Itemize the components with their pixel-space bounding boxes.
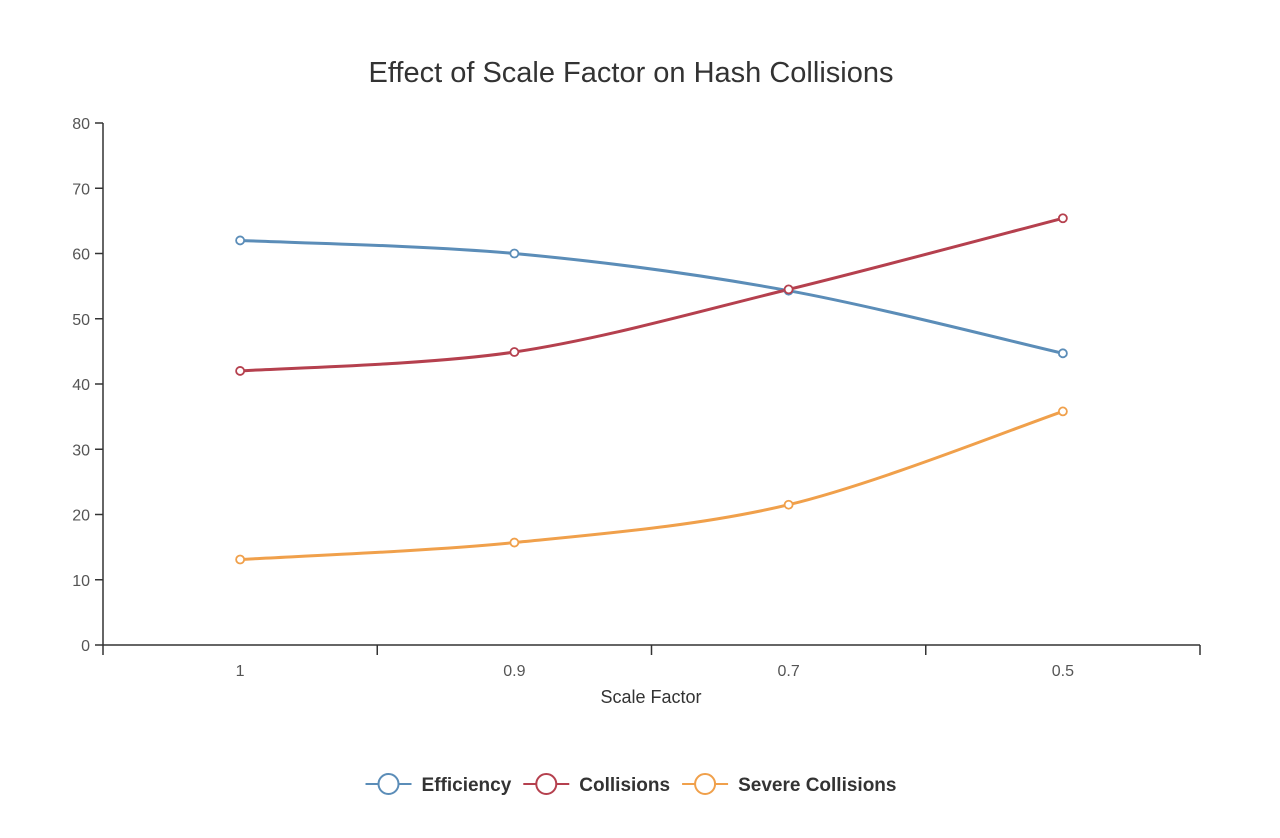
legend-item-severe-collisions[interactable]: Severe Collisions (682, 773, 896, 796)
severe-collisions-point (1057, 406, 1068, 417)
y-tick-label: 30 (72, 442, 90, 459)
legend: Efficiency Collisions Severe Collisions (365, 773, 896, 796)
y-tick-label: 60 (72, 247, 90, 264)
severe-collisions-point (783, 499, 794, 510)
collisions-point (783, 284, 794, 295)
x-tick-label: 0.9 (503, 663, 525, 680)
legend-label-efficiency: Efficiency (422, 775, 512, 796)
y-tick-label: 40 (72, 377, 90, 394)
x-tick-label: 0.7 (778, 663, 800, 680)
series-points (235, 213, 1068, 565)
legend-label-severe-collisions: Severe Collisions (738, 775, 896, 796)
collisions-line (238, 216, 1065, 373)
y-tick-label: 70 (72, 181, 90, 198)
collisions-point (1057, 213, 1068, 224)
legend-item-efficiency[interactable]: Efficiency (365, 773, 512, 796)
legend-marker-severe-collisions (694, 773, 717, 795)
severe-collisions-point (235, 554, 246, 565)
efficiency-point (235, 235, 246, 246)
x-axis-title: Scale Factor (600, 687, 701, 707)
efficiency-point (509, 248, 520, 259)
y-axis: 0 10 20 30 40 50 60 70 80 (72, 116, 104, 655)
collisions-point (235, 366, 246, 376)
legend-marker-efficiency (377, 773, 400, 795)
collisions-point (509, 347, 520, 357)
chart-title: Effect of Scale Factor on Hash Collision… (369, 57, 894, 89)
y-tick-label: 80 (72, 116, 90, 133)
x-tick-label: 0.5 (1052, 663, 1074, 680)
legend-item-collisions[interactable]: Collisions (523, 773, 670, 796)
y-tick-label: 50 (72, 312, 90, 329)
x-tick-label: 1 (236, 663, 245, 680)
severe-collisions-line (238, 409, 1065, 562)
y-tick-label: 10 (72, 573, 90, 590)
severe-collisions-point (509, 537, 520, 548)
y-tick-label: 20 (72, 508, 90, 525)
efficiency-line (238, 238, 1065, 355)
x-axis: 1 0.9 0.7 0.5 (102, 644, 1201, 680)
series-lines (238, 216, 1065, 562)
legend-marker-collisions (535, 773, 558, 795)
legend-label-collisions: Collisions (579, 775, 670, 796)
efficiency-point (1057, 348, 1068, 359)
y-tick-label: 0 (81, 638, 90, 655)
